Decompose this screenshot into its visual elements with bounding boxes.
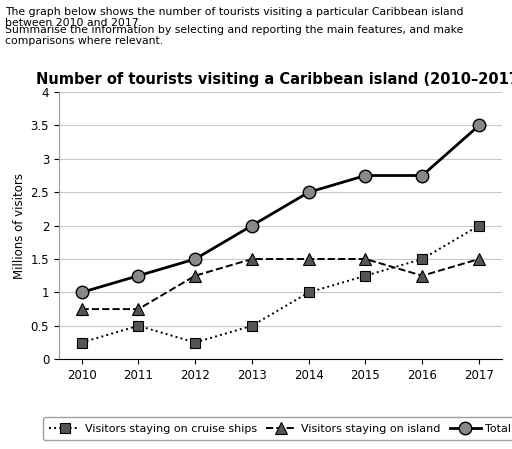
Y-axis label: Millions of visitors: Millions of visitors xyxy=(13,172,26,279)
Title: Number of tourists visiting a Caribbean island (2010–2017): Number of tourists visiting a Caribbean … xyxy=(35,72,512,87)
Text: The graph below shows the number of tourists visiting a particular Caribbean isl: The graph below shows the number of tour… xyxy=(5,7,464,28)
Legend: Visitors staying on cruise ships, Visitors staying on island, Total: Visitors staying on cruise ships, Visito… xyxy=(42,417,512,440)
Text: Summarise the information by selecting and reporting the main features, and make: Summarise the information by selecting a… xyxy=(5,25,463,46)
